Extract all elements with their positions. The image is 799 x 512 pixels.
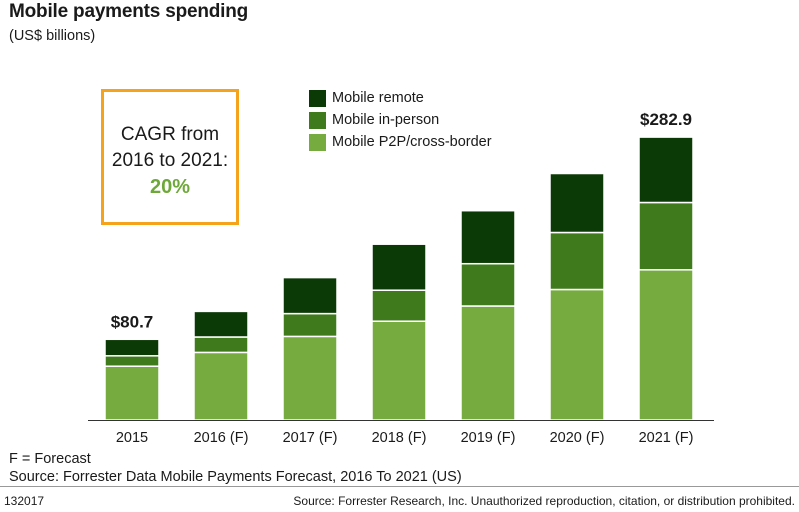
x-tick-label: 2017 (F) [283, 430, 338, 446]
chart-area: $80.7 2015 2016 (F) 2017 (F) 2018 (F) 2019 (F… [88, 110, 714, 446]
cagr-value: 20% [149, 176, 191, 198]
chart-title: Mobile payments spending [9, 1, 249, 22]
legend-label-p2p: Mobile P2P/cross-border [332, 134, 492, 150]
bar-total-label: $282.9 [640, 110, 692, 129]
footer-divider [0, 486, 799, 487]
bar-segment-remote [460, 209, 516, 265]
bar-segment-remote [638, 136, 694, 204]
bar-segment-in-person [193, 336, 249, 354]
bar-segment-in-person [371, 289, 427, 322]
x-tick-label: 2018 (F) [372, 430, 427, 446]
legend: Mobile remote Mobile in-person Mobile P2… [309, 87, 492, 153]
chart-subtitle: (US$ billions) [9, 28, 96, 44]
bar-segment-p2p [638, 269, 694, 421]
legend-swatch-p2p [309, 133, 326, 151]
bar-segment-remote [371, 243, 427, 291]
copyright-notice: Source: Forrester Research, Inc. Unautho… [293, 494, 795, 508]
x-tick-label: 2016 (F) [194, 430, 249, 446]
bar-segment-in-person [638, 201, 694, 271]
bar-segment-remote [193, 310, 249, 338]
x-tick-label: 2020 (F) [550, 430, 605, 446]
legend-item-remote: Mobile remote [309, 87, 492, 109]
bar-segment-in-person [104, 355, 160, 367]
source-note: Source: Forrester Data Mobile Payments F… [9, 469, 462, 485]
legend-swatch-in-person [309, 111, 326, 129]
x-tick-label: 2015 [116, 430, 148, 446]
cagr-line2: 2016 to 2021: [111, 150, 229, 171]
bar-segment-remote [549, 172, 605, 234]
bar-segment-in-person [549, 231, 605, 291]
bar-segment-in-person [282, 312, 338, 338]
bar-segment-p2p [282, 335, 338, 421]
bar-total-label: $80.7 [111, 312, 154, 331]
legend-label-remote: Mobile remote [332, 90, 424, 106]
figure-code: 132017 [4, 494, 45, 508]
legend-label-in-person: Mobile in-person [332, 112, 440, 128]
legend-swatch-remote [309, 89, 326, 107]
legend-item-p2p: Mobile P2P/cross-border [309, 131, 492, 153]
bar-segment-p2p [193, 351, 249, 421]
cagr-line1: CAGR from [120, 124, 220, 145]
bar-segment-p2p [460, 305, 516, 421]
bar-segment-p2p [549, 288, 605, 421]
bar-segment-p2p [104, 365, 160, 421]
x-tick-label: 2021 (F) [639, 430, 694, 446]
bar-segment-p2p [371, 320, 427, 421]
forecast-note: F = Forecast [9, 451, 91, 467]
bar-segment-remote [104, 338, 160, 357]
legend-item-in-person: Mobile in-person [309, 109, 492, 131]
bar-segment-remote [282, 276, 338, 315]
bar-segment-in-person [460, 262, 516, 307]
cagr-callout: CAGR from 2016 to 2021: 20% [101, 89, 239, 225]
x-tick-label: 2019 (F) [461, 430, 516, 446]
